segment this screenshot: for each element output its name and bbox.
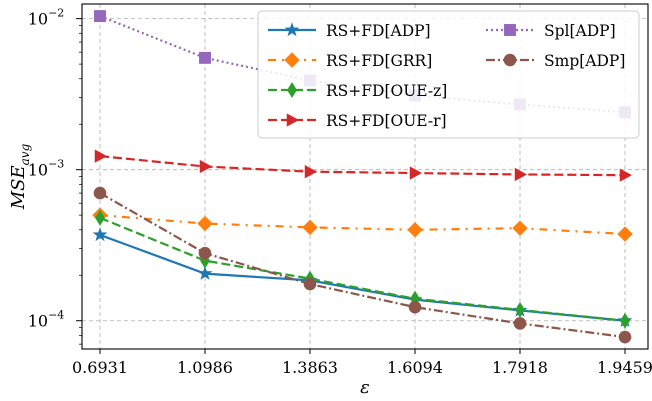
legend-item: RS+FD[ADP] <box>268 22 431 40</box>
series-rs-fd-oue-r <box>94 149 632 182</box>
data-point-triangle <box>199 159 212 174</box>
data-point-thin-diamond <box>620 312 630 329</box>
y-tick-label: 10−3 <box>28 158 65 180</box>
data-point-circle <box>618 330 632 344</box>
x-axis-label: ε <box>360 377 370 398</box>
series-line <box>99 233 626 322</box>
data-point-diamond <box>197 215 213 232</box>
series-smp-adp <box>93 186 632 344</box>
legend-item: Spl[ADP] <box>486 22 616 40</box>
data-point-thin-diamond <box>410 290 420 307</box>
data-point-circle <box>513 317 527 330</box>
legend-item: RS+FD[OUE-z] <box>268 81 447 100</box>
legend-item: RS+FD[OUE-r] <box>268 112 447 130</box>
data-point-square <box>504 24 516 36</box>
data-point-thin-diamond <box>515 301 525 318</box>
y-axis-label: MSEavg <box>8 143 32 210</box>
legend: RS+FD[ADP] RS+FD[GRR] RS+FD[OUE-z] RS+FD[OU… <box>257 10 640 139</box>
data-point-diamond <box>617 226 633 242</box>
y-tick-label: 10−2 <box>28 7 65 29</box>
data-point-triangle <box>514 167 527 182</box>
data-point-thin-diamond <box>95 209 105 226</box>
legend-label: RS+FD[OUE-r] <box>326 112 447 130</box>
data-point-star <box>92 227 108 242</box>
series-line <box>99 214 626 236</box>
legend-item: Smp[ADP] <box>486 52 625 70</box>
series-layer <box>92 10 633 344</box>
axis-ticks: 0.6931 1.0986 1.3863 1.6094 1.7918 1.9459 10−2… <box>28 7 652 377</box>
data-point-square <box>94 10 106 23</box>
y-tick-label: 10−4 <box>28 309 65 331</box>
x-tick-label: 1.3863 <box>282 358 338 377</box>
series-rs-fd-oue-z <box>95 209 630 329</box>
legend-label: Spl[ADP] <box>544 22 616 40</box>
series-line <box>99 192 626 339</box>
data-point-diamond <box>512 220 528 236</box>
data-point-thin-diamond <box>287 81 297 99</box>
series-rs-fd-adp <box>92 227 633 327</box>
series-rs-fd-grr <box>92 207 633 242</box>
data-point-diamond <box>284 52 300 68</box>
data-point-circle <box>93 186 107 200</box>
y-axis-label-subscript: avg <box>18 143 32 165</box>
legend-label: Smp[ADP] <box>544 52 625 70</box>
data-point-triangle <box>286 113 299 127</box>
data-point-triangle <box>409 166 422 180</box>
x-tick-label: 1.6094 <box>387 358 443 377</box>
data-point-triangle <box>94 149 107 163</box>
legend-item: RS+FD[GRR] <box>268 52 432 70</box>
x-tick-label: 1.9459 <box>597 358 652 377</box>
data-point-triangle <box>619 168 632 182</box>
data-point-circle <box>303 277 317 291</box>
x-tick-label: 1.0986 <box>177 358 233 377</box>
data-point-star <box>284 22 300 37</box>
legend-label: RS+FD[GRR] <box>326 52 432 70</box>
data-point-circle <box>503 53 517 67</box>
data-point-star <box>197 265 213 280</box>
data-point-square <box>199 51 211 64</box>
x-tick-label: 0.6931 <box>72 358 128 377</box>
legend-label: RS+FD[ADP] <box>326 22 431 40</box>
series-line <box>99 155 626 177</box>
data-point-diamond <box>407 222 423 238</box>
y-axis-label-main: MSE <box>8 165 29 210</box>
legend-box <box>257 10 640 139</box>
data-point-circle <box>408 300 422 314</box>
data-point-triangle <box>304 165 317 179</box>
series-line <box>99 216 626 322</box>
data-point-circle <box>198 246 212 260</box>
x-tick-label: 1.7918 <box>492 358 548 377</box>
legend-label: RS+FD[OUE-z] <box>326 82 447 100</box>
data-point-diamond <box>302 219 318 236</box>
